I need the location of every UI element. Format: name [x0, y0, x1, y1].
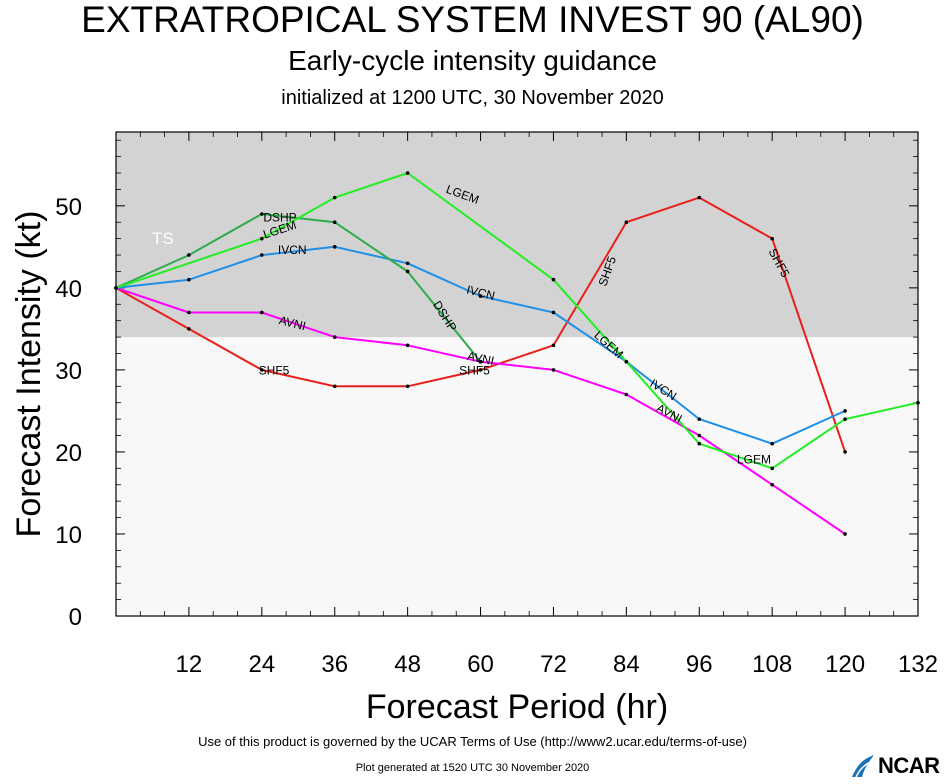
ncar-logo-icon	[852, 755, 874, 778]
ts-band-label: TS	[152, 229, 174, 248]
series-line-lgem	[115, 172, 919, 470]
data-point-ivcn	[187, 277, 191, 282]
data-point-lgem	[770, 466, 774, 471]
x-tick-label: 108	[752, 651, 792, 678]
series-label-shf5: SHF5	[259, 364, 290, 378]
data-point-shf5	[405, 384, 410, 389]
data-point-ivcn	[405, 261, 410, 266]
series-label-lgem: LGEM	[737, 452, 771, 466]
x-tick-label: 24	[248, 651, 275, 678]
intensity-chart: TS 12 24 36 48 60 72 84 96 108 120 132 0 10 20 30 40 50 Fo…	[10, 131, 938, 726]
x-tick-label: 48	[394, 651, 421, 678]
data-point-lgem	[624, 359, 629, 364]
data-point-lgem	[697, 441, 702, 446]
ts-band	[116, 132, 918, 338]
data-point-dshp	[187, 253, 191, 257]
terms-notice: Use of this product is governed by the U…	[198, 734, 747, 749]
x-tick-label: 132	[898, 651, 938, 678]
data-point-avni	[624, 392, 629, 397]
y-tick-label: 20	[55, 440, 82, 467]
data-point-ivcn	[843, 409, 847, 413]
chart-subtitle: Early-cycle intensity guidance	[288, 45, 657, 76]
data-point-shf5	[332, 384, 337, 389]
data-point-avni	[770, 482, 774, 487]
x-tick-label: 12	[176, 651, 203, 678]
data-point-shf5	[697, 195, 702, 200]
plot-frame	[115, 131, 919, 617]
x-tick-label: 84	[613, 651, 640, 678]
series-label-avni: AVNI	[278, 313, 308, 333]
data-point-ivcn	[770, 441, 774, 446]
series-label-dshp: DSHP	[263, 210, 296, 224]
ncar-logo: NCAR	[850, 753, 942, 779]
chart-title: EXTRATROPICAL SYSTEM INVEST 90 (AL90)	[81, 0, 864, 40]
data-point-lgem	[916, 400, 920, 405]
data-point-shf5	[260, 368, 264, 372]
data-point-lgem	[551, 277, 556, 282]
data-point-shf5	[478, 368, 483, 372]
y-tick-label: 50	[55, 194, 82, 221]
data-point-avni	[187, 310, 191, 315]
y-tick-label: 30	[55, 358, 82, 385]
data-point-lgem	[332, 195, 337, 200]
data-point-lgem	[260, 236, 264, 241]
data-point-ivcn	[697, 417, 702, 421]
series-label-avni: AVNI	[466, 349, 495, 368]
data-point-shf5	[843, 450, 847, 454]
data-point-lgem	[114, 286, 118, 290]
data-point-ivcn	[478, 294, 483, 298]
generated-time: Plot generated at 1520 UTC 30 November 2…	[355, 762, 590, 774]
series-label-ivcn: IVCN	[278, 243, 307, 257]
data-point-avni	[332, 335, 337, 339]
y-tick-label: 40	[55, 276, 82, 303]
data-point-dshp	[332, 220, 337, 225]
series-label-shf5: SHF5	[459, 364, 490, 378]
data-point-shf5	[187, 327, 191, 331]
data-point-shf5	[624, 220, 629, 225]
data-point-ivcn	[332, 245, 337, 249]
data-point-lgem	[405, 171, 410, 175]
x-tick-label: 60	[467, 651, 494, 678]
x-tick-label: 120	[825, 651, 865, 678]
data-point-shf5	[551, 343, 556, 348]
data-point-lgem	[843, 417, 847, 421]
x-axis-title: Forecast Period (hr)	[366, 688, 668, 726]
data-point-avni	[260, 310, 264, 315]
y-axis-title: Forecast Intensity (kt)	[10, 211, 48, 538]
y-tick-label: 0	[69, 604, 82, 631]
data-point-shf5	[770, 236, 774, 241]
init-time: initialized at 1200 UTC, 30 November 202…	[281, 87, 664, 109]
data-point-avni	[405, 343, 410, 348]
x-tick-label: 72	[540, 651, 567, 678]
data-point-ivcn	[260, 253, 264, 257]
x-tick-label: 96	[686, 651, 713, 678]
x-tick-label: 36	[321, 651, 348, 678]
y-tick-label: 10	[55, 522, 82, 549]
ncar-logo-text: NCAR	[878, 753, 940, 778]
data-point-dshp	[478, 359, 483, 364]
series-label-ivcn: IVCN	[465, 283, 496, 304]
data-point-avni	[843, 532, 847, 536]
data-point-avni	[551, 368, 556, 372]
data-point-dshp	[405, 269, 410, 274]
data-point-ivcn	[551, 310, 556, 315]
data-point-avni	[697, 433, 702, 438]
data-point-dshp	[260, 212, 264, 216]
